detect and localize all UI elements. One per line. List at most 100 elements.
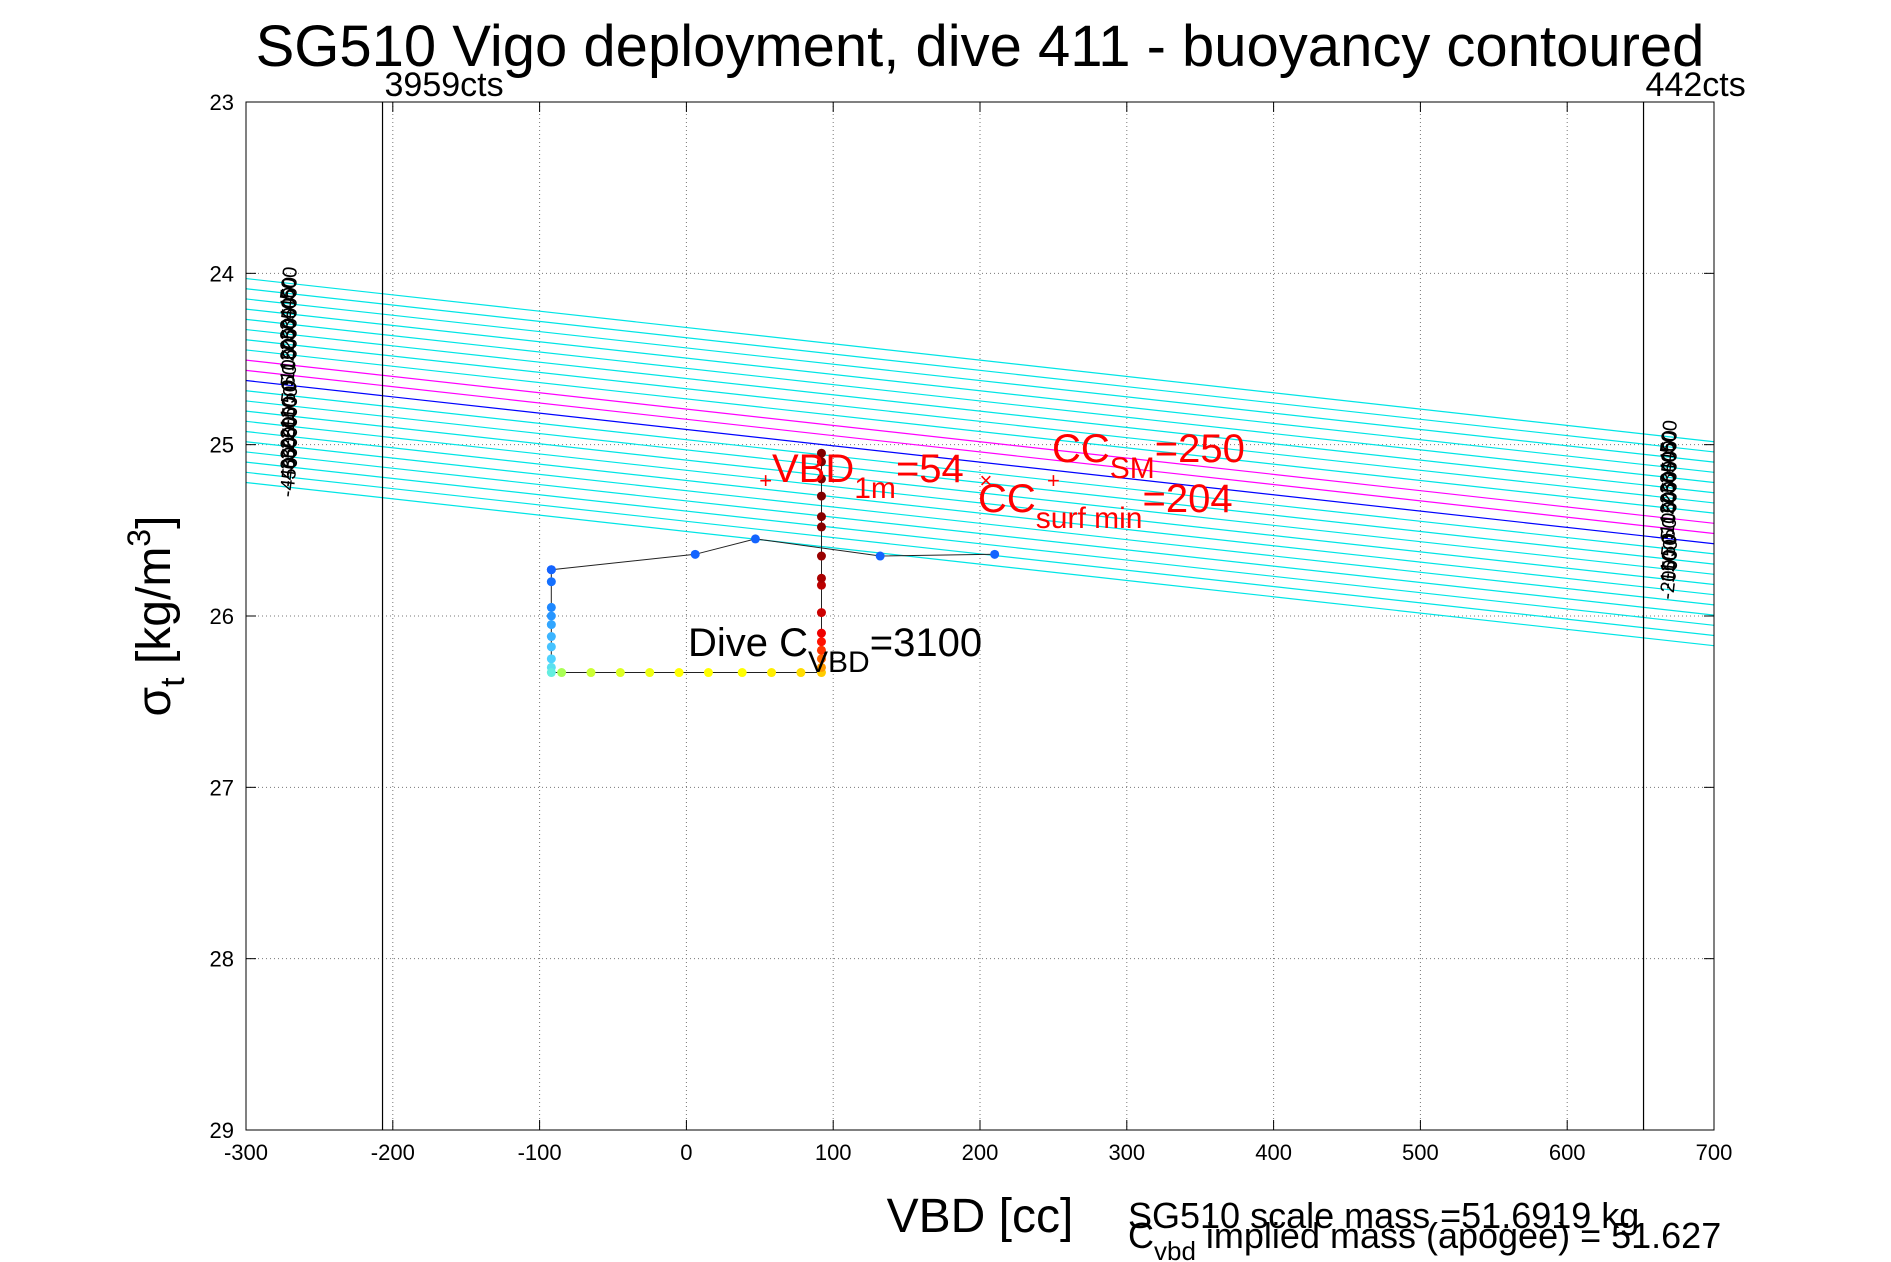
x-tick-label: -300 [224,1140,268,1165]
y-tick-label: 28 [210,947,234,972]
contour-label: 400 [1656,439,1682,475]
annotation-cc-surf-min: CCsurf min=204 [978,477,1233,535]
y-tick-label: 26 [210,604,234,629]
x-tick-label: -200 [371,1140,415,1165]
data-point-ascent [816,522,826,532]
data-point-ascent [816,448,826,458]
data-point-dive-path [546,668,556,678]
vbd-1m-marker: + [759,468,772,493]
limit-lines: 3959cts 442cts [381,66,1746,1130]
contour-label: -200 [1656,558,1682,600]
data-point-dive-path [546,654,556,664]
contour-label: 500 [277,266,303,302]
y-tick-label: 27 [210,775,234,800]
data-point-dive-path [674,668,684,678]
contour-label: 450 [1656,429,1682,465]
contour-label: -100 [276,385,302,427]
contour-label: 0 [1658,532,1681,545]
limit-label: 442cts [1646,66,1746,104]
contour-label: 100 [277,347,303,383]
y-tick-label: 25 [210,433,234,458]
y-tick-label: 29 [210,1118,234,1143]
annotation-vbd-1m: VBD1m=54 [772,447,964,505]
x-tick-label: 200 [962,1140,999,1165]
data-point-dive-path [557,668,567,678]
data-point-dive-path [586,668,596,678]
data-point-dive-path [546,620,556,630]
data-point-dive-path [546,642,556,652]
data-point-ascent [816,457,826,467]
axis-ticks: -300 -200 -100 0 100 200 300 400 500 600 700232425… [210,90,1733,1165]
contour-label: 250 [1656,470,1682,506]
y-axis-label: σt [kg/m3] [121,516,192,717]
cc-sm-marker: + [1047,468,1060,493]
data-point-ascent [816,645,826,655]
contour-label: 50 [277,363,301,388]
footer-implied-mass: Cvbd implied mass (apogee) = 51.627 [1128,1215,1721,1262]
annotation-dive-c-vbd: Dive CVBD=3100 [688,621,982,679]
contour-label: 350 [1656,450,1682,486]
contour-label: -150 [1656,548,1682,590]
x-tick-label: 0 [680,1140,692,1165]
contour-label: -450 [276,456,302,498]
contour-line [246,481,1714,647]
data-point-dive-path [546,577,556,587]
data-point-ascent [816,608,826,618]
contour-label: 150 [1656,490,1682,526]
data-point-surface [750,534,760,544]
contour-line [246,471,1714,637]
contour-label: -50 [277,380,302,411]
x-tick-label: 100 [815,1140,852,1165]
data-point-ascent [816,662,826,672]
data-point-dive-path [546,611,556,621]
data-point-dive-path [767,668,777,678]
data-point-dive-path [615,668,625,678]
y-tick-label: 24 [210,261,234,286]
data-point-ascent [816,580,826,590]
data-points [546,448,1000,678]
data-point-ascent [816,654,826,664]
contour-label: -100 [1656,538,1682,580]
contour-label: 500 [1656,419,1682,455]
data-point-surface [990,549,1000,559]
contour-label: -200 [276,405,302,447]
data-point-dive-path [796,668,806,678]
contour-line [246,461,1714,626]
contour-label: -400 [276,446,302,488]
contour-label: 300 [1656,460,1682,496]
data-point-dive-path [546,632,556,642]
data-point-ascent [816,573,826,583]
buoyancy-contours [246,277,1714,647]
contour-label: 350 [277,296,303,332]
grid-lines [246,102,1714,1130]
contour-label: 250 [277,317,303,353]
x-tick-label: -100 [518,1140,562,1165]
data-point-surface [546,565,556,575]
data-point-dive-path [703,668,713,678]
contour-label: -350 [276,436,302,478]
x-tick-label: 300 [1108,1140,1145,1165]
svg-text:σt [kg/m3]: σt [kg/m3] [121,516,192,717]
annotation-cc-sm: CCSM=250 [1052,427,1245,485]
chart-title: SG510 Vigo deployment, dive 411 - buoyan… [256,14,1705,79]
contour-label: -250 [276,415,302,457]
data-point-ascent [816,637,826,647]
y-axis-label-sup: 3 [121,529,157,547]
x-tick-label: 400 [1255,1140,1292,1165]
data-point-ascent [816,474,826,484]
data-point-surface [875,551,885,561]
contour-label: 200 [1656,480,1682,516]
contour-label: 150 [277,337,303,373]
contour-label: 300 [277,306,303,342]
data-point-dive-path [737,668,747,678]
contour-label: 0 [278,379,301,392]
y-tick-label: 23 [210,90,234,115]
data-point-ascent [816,551,826,561]
data-point-ascent [816,491,826,501]
y-axis-label-unit: [kg/m [128,547,181,664]
contour-label: 200 [277,327,303,363]
data-point-dive-path [546,602,556,612]
x-tick-label: 600 [1549,1140,1586,1165]
data-point-ascent [816,628,826,638]
